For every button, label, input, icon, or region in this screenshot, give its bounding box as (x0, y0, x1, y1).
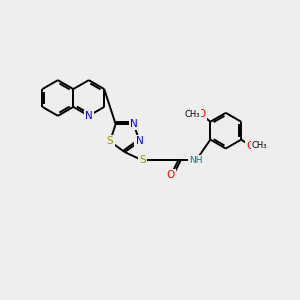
Text: S: S (139, 155, 146, 165)
Text: N: N (136, 136, 143, 146)
Text: CH₃: CH₃ (185, 110, 200, 119)
Text: N: N (130, 119, 138, 129)
Text: N: N (85, 111, 93, 121)
Text: O: O (167, 170, 175, 180)
Text: methoxy: methoxy (190, 113, 196, 114)
Text: O: O (246, 140, 254, 151)
Text: S: S (107, 136, 113, 146)
Text: O: O (197, 109, 206, 119)
Text: NH: NH (189, 156, 203, 165)
Text: CH₃: CH₃ (251, 141, 267, 150)
